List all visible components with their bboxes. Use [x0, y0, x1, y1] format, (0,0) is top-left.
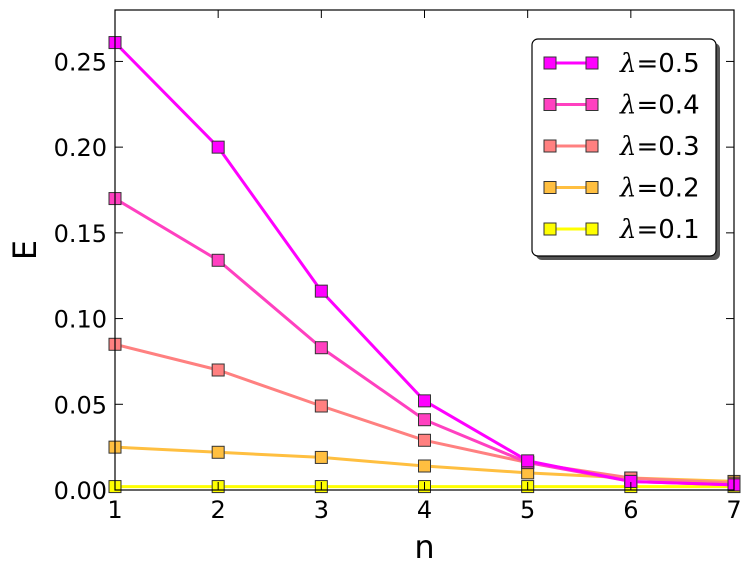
ticks-layer: 1 2 3 4 5 6 7 0.00 0.05 0.10 0.15 0.20 0.25 — [54, 10, 742, 524]
data-point — [521, 454, 535, 468]
data-point — [418, 433, 431, 447]
legend-marker — [585, 139, 599, 153]
legend-marker — [585, 56, 599, 70]
data-point — [211, 363, 225, 377]
data-point — [211, 253, 225, 267]
legend-marker — [585, 181, 599, 194]
legend-label: λ=0.3 — [619, 132, 700, 162]
y-tick-label: 0.10 — [54, 306, 107, 334]
legend-item: λ=0.4 — [543, 91, 700, 121]
data-point — [418, 459, 431, 473]
x-tick-label: 5 — [520, 496, 535, 524]
y-tick-label: 0.20 — [54, 134, 107, 162]
y-tick-label: 0.05 — [54, 391, 107, 419]
y-tick-label: 0.25 — [54, 48, 107, 76]
legend-label: λ=0.5 — [619, 49, 700, 79]
data-point — [314, 341, 328, 355]
y-tick-label: 0.00 — [54, 477, 107, 505]
data-point — [314, 450, 328, 464]
x-tick-label: 4 — [417, 496, 432, 524]
data-point — [211, 140, 225, 154]
legend-item: λ=0.2 — [543, 174, 700, 204]
x-tick-label: 3 — [314, 496, 329, 524]
legend-marker — [543, 98, 557, 111]
series-0.5 — [108, 36, 741, 492]
data-point — [211, 445, 225, 459]
legend-marker — [543, 139, 557, 153]
data-point — [314, 284, 328, 298]
y-tick-label: 0.15 — [54, 220, 107, 248]
legend-marker — [543, 181, 557, 194]
x-tick-label: 7 — [726, 496, 741, 524]
legend-marker — [585, 222, 599, 236]
legend-item: λ=0.5 — [543, 49, 700, 79]
series-layer — [108, 36, 741, 494]
data-point — [314, 399, 328, 413]
x-axis-label: n — [414, 528, 434, 566]
legend: λ=0.5 λ=0.4 λ=0.3 λ=0.2 λ=0.1 — [531, 38, 720, 260]
legend-marker — [585, 98, 599, 111]
y-axis-label: E — [6, 240, 44, 260]
x-tick-label: 1 — [107, 496, 122, 524]
legend-label: λ=0.2 — [619, 174, 700, 204]
legend-label: λ=0.4 — [619, 91, 700, 121]
legend-label: λ=0.1 — [619, 215, 700, 245]
data-point — [418, 394, 431, 408]
legend-item: λ=0.3 — [543, 132, 700, 162]
x-tick-label: 6 — [623, 496, 638, 524]
legend-box — [531, 38, 717, 257]
legend-item: λ=0.1 — [543, 215, 700, 245]
x-tick-label: 2 — [211, 496, 226, 524]
legend-marker — [543, 56, 557, 70]
data-point — [418, 413, 431, 427]
legend-marker — [543, 222, 557, 236]
